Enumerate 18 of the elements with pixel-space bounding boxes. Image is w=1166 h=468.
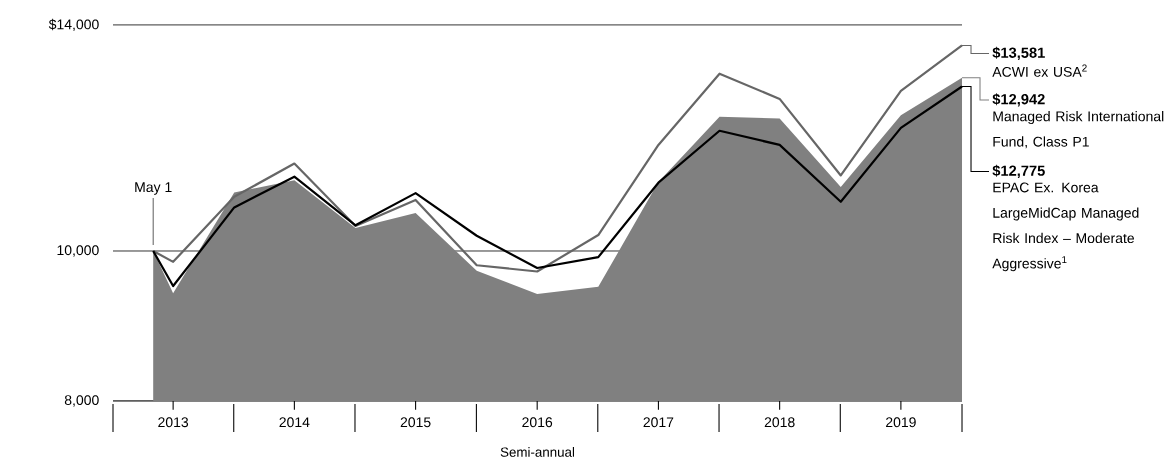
x-tick-label: 2015: [400, 417, 431, 428]
text: ACWI ex USA$^{2}$: [992, 64, 1087, 77]
x-tick-label: 2017: [643, 417, 674, 428]
annotation: May 1: [135, 182, 172, 195]
text: Managed Risk International Fund, Class P1: [993, 111, 1164, 149]
text: EPAC Ex. Korea LargeMidCap Managed Risk Index – Moderate Aggressive$^{1}$: [992, 182, 1139, 272]
x-tick-label: 2018: [764, 417, 795, 428]
data-label: $13,581: [992, 46, 1045, 61]
data-label: $12,775: [992, 164, 1045, 178]
y-tick-label: 8,000: [64, 395, 99, 407]
x-tick-label: 2014: [279, 417, 310, 428]
x-axis-title: Semi-annual: [500, 447, 575, 457]
x-tick-label: 2013: [158, 417, 189, 428]
x-tick-label: 2019: [886, 417, 916, 428]
data-label: $12,942: [992, 93, 1045, 107]
x-tick-label: 2016: [522, 417, 553, 428]
y-tick-label: $14,000: [48, 18, 99, 32]
y-tick-label: 10,000: [57, 245, 99, 257]
